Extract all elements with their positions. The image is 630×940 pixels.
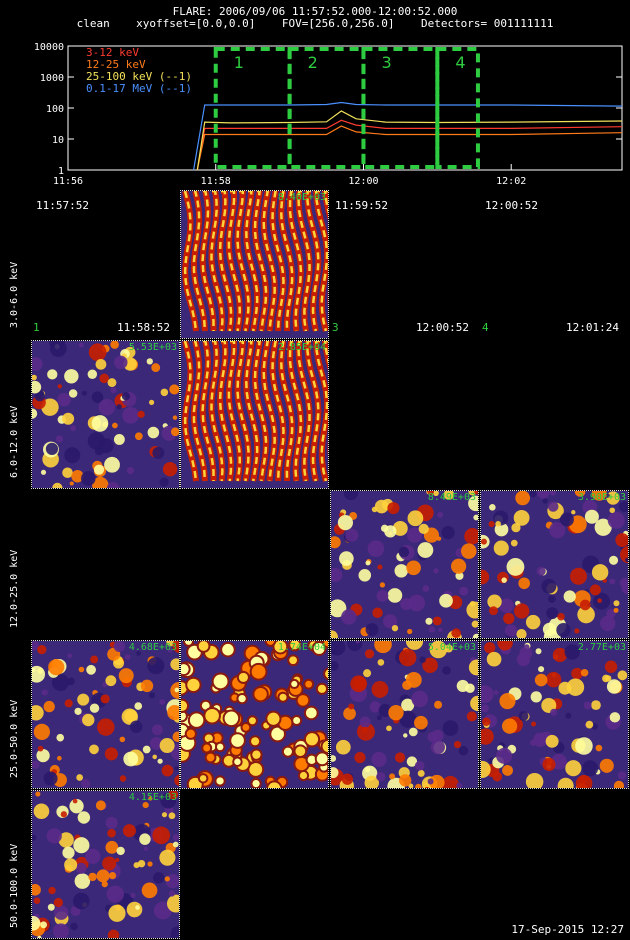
peak-value-label: 4.15E+03 bbox=[128, 792, 177, 803]
image-map bbox=[32, 641, 179, 788]
time-interval-label-1: 1 bbox=[234, 53, 244, 72]
legend-entry-1: 3-12 keV bbox=[86, 46, 139, 59]
interval-index: 1 bbox=[33, 321, 40, 334]
y-tick-label: 10 bbox=[52, 135, 64, 146]
time-interval-box-4 bbox=[435, 47, 480, 169]
time-interval-label-2: 2 bbox=[308, 53, 318, 72]
header-title: FLARE: 2006/09/06 11:57:52.000-12:00:52.… bbox=[172, 5, 458, 18]
reconstructed-image: 2.77E+03 bbox=[480, 640, 629, 789]
interval-index: 3 bbox=[332, 321, 339, 334]
x-tick-label: 11:58 bbox=[201, 176, 231, 187]
y-tick-label: 1000 bbox=[40, 73, 64, 84]
energy-band-label: 3.0-6.0 keV bbox=[9, 261, 20, 328]
image-map bbox=[481, 491, 628, 638]
peak-value-label: 1.74E+04 bbox=[277, 642, 326, 653]
interval-end-time: 11:58:52 bbox=[117, 321, 170, 334]
interval-index: 4 bbox=[482, 321, 489, 334]
interval-start-time: 11:59:52 bbox=[335, 199, 388, 212]
x-tick-label: 12:00 bbox=[348, 176, 378, 187]
reconstructed-image: 4.68E+03 bbox=[31, 640, 180, 789]
series-line-1 bbox=[196, 119, 623, 171]
reconstructed-image: 3.90E+03 bbox=[480, 490, 629, 639]
reconstructed-image: 8.40E+03 bbox=[180, 190, 329, 339]
y-tick-label: 1 bbox=[58, 166, 64, 177]
reconstructed-image: 1.74E+04 bbox=[180, 640, 329, 789]
image-map bbox=[32, 791, 179, 938]
time-interval-box-3 bbox=[361, 47, 440, 169]
image-map bbox=[32, 341, 179, 488]
image-map bbox=[331, 641, 478, 788]
plot-frame bbox=[67, 45, 623, 171]
peak-value-label: 5.04E+03 bbox=[427, 642, 476, 653]
peak-value-label: 8.49E+03 bbox=[427, 492, 476, 503]
image-map bbox=[181, 341, 328, 488]
header-parameters: clean xyoffset=[0.0,0.0] FOV=[256.0,256.… bbox=[76, 17, 554, 30]
energy-band-label: 6.0-12.0 keV bbox=[9, 405, 20, 478]
timestamp-footer: 17-Sep-2015 12:27 bbox=[511, 923, 624, 936]
x-tick-label: 12:02 bbox=[496, 176, 526, 187]
energy-band-label: 25.0-50.0 keV bbox=[9, 699, 20, 778]
peak-value-label: 3.90E+03 bbox=[577, 492, 626, 503]
image-map bbox=[181, 641, 328, 788]
reconstructed-image: 8.49E+03 bbox=[330, 490, 479, 639]
reconstructed-image: 2.85E+04 bbox=[180, 340, 329, 489]
reconstructed-image: 5.04E+03 bbox=[330, 640, 479, 789]
interval-end-time: 12:01:24 bbox=[566, 321, 619, 334]
interval-start-time: 11:57:52 bbox=[36, 199, 89, 212]
image-map bbox=[331, 491, 478, 638]
x-tick-label: 11:56 bbox=[53, 176, 83, 187]
energy-band-label: 12.0-25.0 keV bbox=[9, 549, 20, 628]
legend-entry-2: 12-25 keV bbox=[86, 58, 146, 71]
time-interval-box-1 bbox=[213, 47, 292, 169]
time-interval-label-3: 3 bbox=[381, 53, 391, 72]
image-map bbox=[181, 191, 328, 338]
energy-band-label: 50.0-100.0 keV bbox=[9, 843, 20, 928]
series-line-2 bbox=[196, 125, 623, 171]
series-line-3 bbox=[196, 110, 623, 171]
peak-value-label: 2.85E+04 bbox=[277, 342, 326, 353]
reconstructed-image: 4.15E+03 bbox=[31, 790, 180, 939]
y-tick-label: 100 bbox=[46, 104, 64, 115]
image-map bbox=[481, 641, 628, 788]
interval-end-time: 12:00:52 bbox=[416, 321, 469, 334]
lightcurve-plot: 1 10 100 1000 10000 11:56 11:58 12:00 12:02 3-12 … bbox=[34, 42, 623, 187]
series-line-4 bbox=[193, 101, 623, 171]
peak-value-label: 2.77E+03 bbox=[577, 642, 626, 653]
peak-value-label: 5.53E+03 bbox=[128, 342, 177, 353]
interval-start-time: 12:00:52 bbox=[485, 199, 538, 212]
time-interval-label-4: 4 bbox=[455, 53, 465, 72]
legend-entry-4: 0.1-17 MeV (--1) bbox=[86, 82, 192, 95]
peak-value-label: 4.68E+03 bbox=[128, 642, 177, 653]
peak-value-label: 8.40E+03 bbox=[277, 192, 326, 203]
time-interval-box-2 bbox=[287, 47, 366, 169]
y-tick-label: 10000 bbox=[34, 42, 64, 53]
legend-entry-3: 25-100 keV (--1) bbox=[86, 70, 192, 83]
reconstructed-image: 5.53E+03 bbox=[31, 340, 180, 489]
